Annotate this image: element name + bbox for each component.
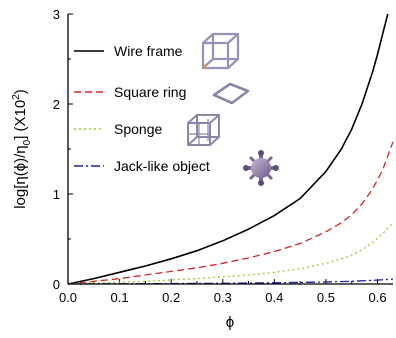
x-tick-label: 0.3 [214, 290, 232, 305]
legend: Wire frame Square ring Sponge Jack-like … [74, 43, 210, 174]
series-line-square-ring [67, 141, 394, 285]
y-tick-label: 0 [53, 277, 60, 292]
square-ring-icon [212, 82, 250, 105]
x-tick-label: 0.4 [265, 290, 283, 305]
y-tick-label: 2 [53, 97, 60, 112]
legend-label-square-ring: Square ring [114, 84, 186, 100]
y-axis-title: log[η(ϕ)/η0] (X102) [11, 89, 33, 209]
series-line-jack-like-object [67, 278, 394, 285]
x-tick-label: 0.5 [317, 290, 335, 305]
legend-label-wire-frame: Wire frame [114, 43, 183, 59]
x-tick-label: 0.0 [59, 290, 77, 305]
x-tick-label: 0.2 [162, 290, 180, 305]
wire-frame-cube-icon [201, 32, 240, 70]
sponge-cube-icon [187, 114, 220, 146]
x-tick-label: 0.6 [368, 290, 386, 305]
x-tick-label: 0.1 [111, 290, 129, 305]
x-axis-title: ϕ [226, 314, 234, 331]
series-line-sponge [67, 222, 394, 285]
y-tick-label: 1 [53, 187, 60, 202]
jack-object-icon [243, 150, 279, 186]
series-line-wire-frame [67, 13, 389, 285]
y-tick-label: 3 [53, 7, 60, 22]
legend-label-sponge: Sponge [114, 121, 162, 137]
legend-label-jack-like-object: Jack-like object [114, 158, 210, 174]
